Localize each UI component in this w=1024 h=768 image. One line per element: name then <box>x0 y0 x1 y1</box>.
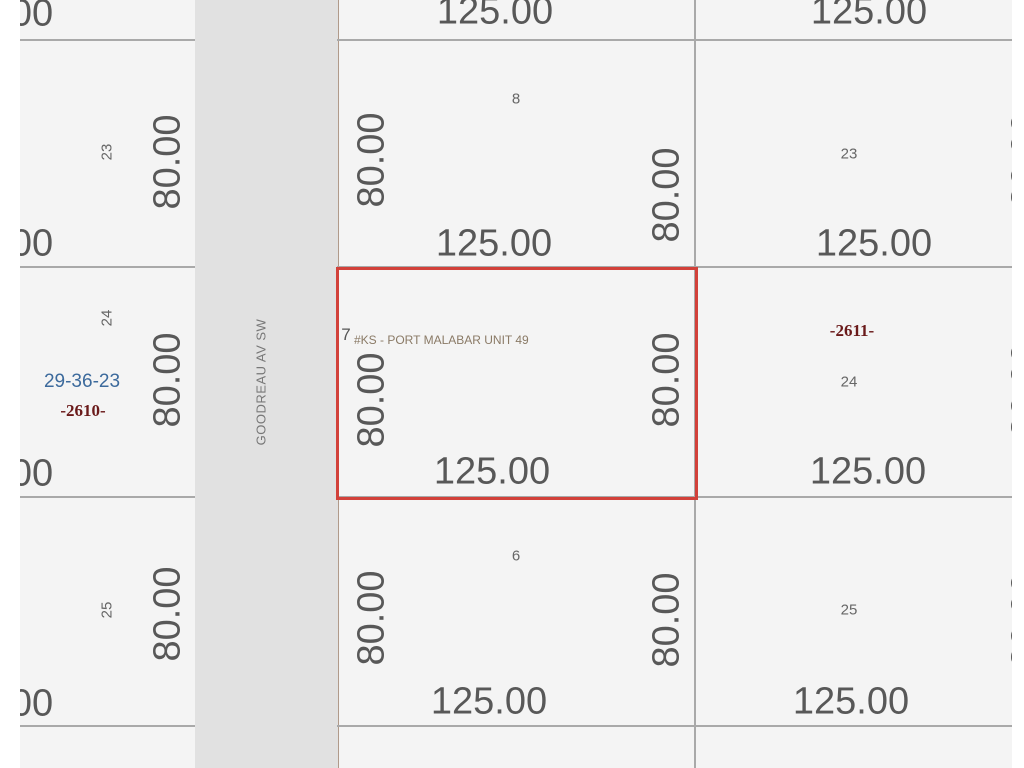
depth-label: 80.00 <box>146 566 189 662</box>
address-label: -2611- <box>829 321 875 340</box>
frontage-label: 125.00 <box>20 682 54 725</box>
frontage-label: 125.00 <box>436 0 554 33</box>
road-name-label: GOODREAU AV SW <box>253 318 269 446</box>
frontage-label: 125.00 <box>810 0 928 33</box>
lot-number: 24 <box>840 373 858 391</box>
frontage-label: 125.00 <box>20 452 54 495</box>
lot-line <box>20 725 1012 727</box>
depth-label: 80.00 <box>645 572 688 668</box>
lot-line <box>20 39 1012 41</box>
frontage-label: 125.00 <box>809 450 927 493</box>
depth-label: 80.00 <box>350 112 393 208</box>
lot-number: 23 <box>840 145 858 163</box>
depth-label: 80.00 <box>1004 572 1013 668</box>
depth-label: 80.00 <box>146 332 189 428</box>
lot-number: 24 <box>98 309 116 327</box>
lot-number: 25 <box>98 601 116 619</box>
subdivision-label: #KS - PORT MALABAR UNIT 49 <box>354 333 529 347</box>
lot-number: 7 <box>341 325 351 344</box>
lot-number: 6 <box>511 547 521 565</box>
frontage-label: 125.00 <box>792 680 910 723</box>
address-label: -2610- <box>60 401 106 420</box>
selected-parcel[interactable] <box>336 267 698 500</box>
frontage-label: 125.00 <box>20 0 54 35</box>
depth-label: 80.00 <box>645 332 688 428</box>
lot-number: 23 <box>98 143 116 161</box>
road-goodreau[interactable] <box>195 0 337 768</box>
frontage-label: 125.00 <box>815 222 933 265</box>
frontage-label: 125.00 <box>435 222 553 265</box>
depth-label: 80.00 <box>146 114 189 210</box>
section-label: 29-36-23 <box>43 371 121 392</box>
frontage-label: 125.00 <box>433 450 551 493</box>
depth-label: 80.00 <box>350 570 393 666</box>
frontage-label: 125.00 <box>20 222 54 265</box>
depth-label: 80.00 <box>350 352 393 448</box>
depth-label: 80.00 <box>645 147 688 243</box>
depth-label: 80.00 <box>1004 342 1013 438</box>
lot-number: 8 <box>511 90 521 108</box>
depth-label: 80.00 <box>1004 112 1013 208</box>
parcel-map[interactable]: GOODREAU AV SW 125.00 125.00 125.00 125.… <box>20 0 1012 768</box>
frontage-label: 125.00 <box>430 680 548 723</box>
lot-number: 25 <box>840 601 858 619</box>
